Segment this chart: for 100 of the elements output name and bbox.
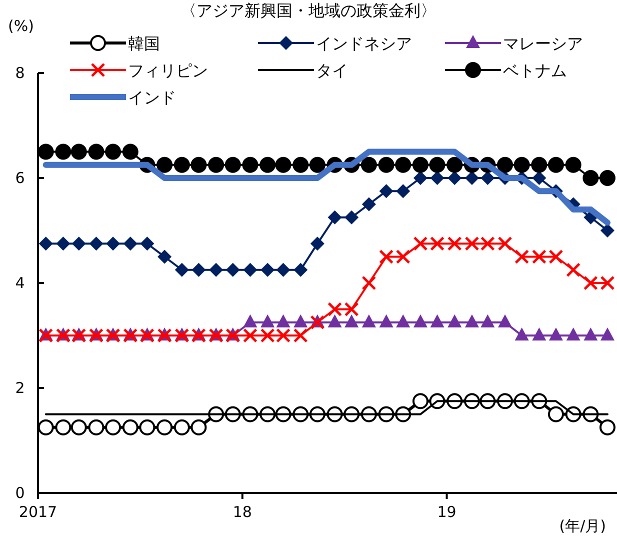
point xyxy=(156,156,173,173)
point xyxy=(294,262,308,277)
point xyxy=(209,262,224,277)
point xyxy=(226,262,240,277)
x-tick-label: 2017 xyxy=(18,503,58,521)
legend-label: タイ xyxy=(316,61,348,80)
point xyxy=(396,314,410,328)
point xyxy=(599,419,616,436)
point xyxy=(480,236,495,251)
point xyxy=(190,419,207,436)
point xyxy=(497,156,514,173)
point xyxy=(122,144,138,160)
point xyxy=(446,156,463,173)
point xyxy=(514,328,529,340)
point xyxy=(566,262,581,278)
legend-label: インド xyxy=(128,88,176,107)
point xyxy=(328,210,342,224)
point xyxy=(309,156,326,173)
point xyxy=(412,156,428,173)
point xyxy=(583,276,598,290)
point xyxy=(293,328,308,343)
legend-label: フィリピン xyxy=(128,61,208,80)
point xyxy=(174,156,190,173)
y-tick-label: 6 xyxy=(15,169,25,187)
point xyxy=(344,314,359,328)
x-tick-label: 19 xyxy=(437,503,456,521)
point xyxy=(156,419,173,436)
point xyxy=(379,314,394,328)
point xyxy=(379,250,394,264)
x-axis-title: (年/月) xyxy=(559,517,606,535)
point xyxy=(362,197,376,212)
point xyxy=(106,236,120,251)
point xyxy=(158,250,172,264)
point xyxy=(38,419,54,436)
point xyxy=(190,156,207,173)
point xyxy=(260,262,275,277)
point xyxy=(413,314,428,328)
point xyxy=(88,144,104,160)
point xyxy=(310,315,325,330)
point xyxy=(532,328,546,340)
point xyxy=(395,156,412,173)
point xyxy=(548,250,564,264)
point xyxy=(72,236,86,251)
point xyxy=(174,419,190,436)
x-tick-label: 18 xyxy=(232,503,252,521)
point xyxy=(55,419,72,436)
point xyxy=(292,156,309,173)
point xyxy=(276,314,290,328)
point xyxy=(70,419,87,436)
point xyxy=(192,262,206,277)
point xyxy=(70,144,87,160)
point xyxy=(532,250,546,264)
point xyxy=(600,328,614,340)
point xyxy=(362,314,376,328)
point xyxy=(139,419,156,436)
point xyxy=(360,156,377,173)
point xyxy=(430,314,444,328)
title: 〈アジア新興国・地域の政策金利〉 xyxy=(180,1,436,20)
point xyxy=(531,156,548,173)
point xyxy=(260,328,275,343)
point xyxy=(243,262,258,277)
point xyxy=(514,250,530,264)
point xyxy=(532,171,546,185)
point xyxy=(38,144,54,160)
point xyxy=(242,328,258,343)
point xyxy=(447,236,462,251)
point xyxy=(344,210,359,224)
point xyxy=(464,236,480,251)
point xyxy=(464,171,479,185)
point xyxy=(429,156,446,173)
point xyxy=(55,144,72,160)
point xyxy=(310,236,324,251)
point xyxy=(448,171,462,185)
legend-label: ベトナム xyxy=(503,61,567,80)
y-tick-label: 2 xyxy=(15,379,25,397)
point xyxy=(498,236,512,251)
point xyxy=(430,236,444,251)
point xyxy=(514,156,530,173)
point xyxy=(548,406,564,422)
legend-label: マレーシア xyxy=(503,34,583,53)
point xyxy=(600,276,615,290)
point xyxy=(275,156,292,173)
point xyxy=(123,236,138,251)
point xyxy=(38,236,53,251)
point xyxy=(448,314,462,328)
point xyxy=(328,314,342,328)
point xyxy=(122,419,138,436)
legend-label: インドネシア xyxy=(316,34,412,53)
point xyxy=(566,328,580,340)
point xyxy=(260,156,276,173)
point xyxy=(599,170,616,186)
point xyxy=(105,144,122,160)
point xyxy=(344,302,359,316)
point xyxy=(396,250,410,264)
point xyxy=(276,328,291,343)
point xyxy=(584,328,598,340)
point xyxy=(412,393,428,410)
point xyxy=(413,171,428,185)
y-tick-label: 0 xyxy=(15,484,25,502)
point xyxy=(260,314,275,328)
